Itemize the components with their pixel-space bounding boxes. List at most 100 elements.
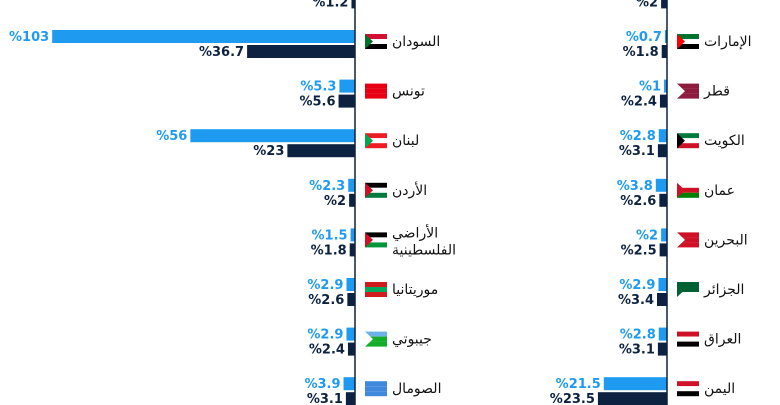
value-label: %2.9 [307, 328, 343, 343]
flag-hoist [365, 133, 373, 149]
value-label: %36.7 [199, 45, 244, 60]
flag-stripe [365, 242, 387, 248]
value-label: %2.3 [309, 179, 345, 194]
value-label: %3.9 [304, 377, 340, 392]
flag [365, 34, 387, 49]
flag [365, 133, 387, 149]
bar [349, 193, 355, 207]
flag-stripe [677, 336, 699, 342]
flag [677, 133, 699, 149]
value-label: %3.1 [619, 343, 655, 358]
flag-hoist [677, 133, 685, 149]
value-label: %23.5 [550, 392, 595, 405]
value-label: %103 [9, 30, 49, 45]
category-label: جيبوتي [392, 332, 432, 348]
bar [348, 178, 355, 192]
value-label: %2.6 [620, 194, 656, 209]
bar [657, 144, 667, 158]
value-label: %21.5 [556, 377, 601, 392]
bar [350, 228, 355, 242]
flag-stripe [365, 391, 387, 397]
bar [343, 377, 355, 391]
flag-stripe [365, 282, 387, 287]
flag-stripe [677, 44, 699, 49]
flag-stripe [677, 381, 699, 387]
bar [658, 129, 667, 143]
flag-hoist [677, 34, 685, 49]
bar [347, 342, 355, 356]
category-label: عمان [704, 183, 735, 199]
value-label: %2.8 [620, 129, 656, 144]
flag-stripe [677, 182, 699, 188]
flag-stripe [365, 232, 387, 238]
bar [658, 327, 667, 341]
bar [338, 94, 355, 108]
flag [365, 83, 387, 99]
category-label: قطر [703, 84, 730, 100]
bar [349, 243, 355, 257]
flag [677, 331, 699, 347]
flag-stripe [677, 34, 699, 39]
flag-stripe [365, 386, 387, 392]
bar [661, 0, 667, 9]
flag-stripe [677, 192, 699, 198]
flag-hoist [365, 331, 373, 347]
flag-stripe [677, 138, 699, 144]
flag-stripe [365, 133, 387, 139]
value-label: %2.6 [308, 293, 344, 308]
flag-stripe [677, 391, 699, 397]
flag-hoist [677, 232, 685, 248]
flag-stripe [677, 331, 699, 337]
flag-stripe [677, 341, 699, 347]
flag-stripe [677, 386, 699, 392]
flag-hoist [677, 182, 685, 198]
bar [664, 79, 667, 93]
value-label: %56 [156, 129, 187, 144]
flag-stripe [677, 282, 699, 287]
category-label: اليمن [704, 381, 735, 397]
bar [664, 30, 667, 43]
value-label: %5.6 [299, 95, 335, 110]
bar [351, 0, 355, 9]
value-label: %2.9 [619, 278, 655, 293]
flag-stripe [677, 88, 699, 94]
bar [603, 377, 667, 391]
bar [659, 243, 667, 257]
flag-stripe [677, 133, 699, 139]
bar [661, 228, 667, 242]
value-label: %2 [636, 228, 658, 243]
category-label: الصومال [392, 381, 441, 397]
value-label: %2.4 [621, 95, 657, 110]
flag-stripe [365, 83, 387, 89]
flag-stripe [365, 292, 387, 297]
flag [677, 182, 699, 198]
flag [365, 331, 387, 347]
flag [365, 381, 387, 397]
value-label: %3.1 [619, 144, 655, 159]
category-label: تونس [392, 84, 425, 100]
flag-stripe [365, 237, 387, 243]
flag [365, 232, 387, 248]
bar [658, 278, 667, 291]
bar [346, 278, 355, 291]
value-label: %2 [636, 0, 658, 10]
bar [597, 392, 667, 405]
flag-stripe [677, 292, 699, 297]
category-label: السودان [392, 34, 440, 50]
value-label: %0.7 [626, 30, 662, 45]
category-label: الإمارات [704, 34, 751, 50]
value-label: %1.8 [311, 243, 347, 258]
flag-stripe [677, 287, 699, 292]
flag-stripe [365, 138, 387, 144]
flag-stripe [677, 39, 699, 44]
flag-stripe [365, 143, 387, 149]
flag [677, 381, 699, 397]
flag [677, 282, 699, 297]
flag-stripe [365, 341, 387, 347]
flag-stripe [365, 287, 387, 292]
bar [247, 45, 355, 58]
value-label: %1 [639, 80, 661, 95]
bar [346, 327, 355, 341]
flag-stripe [365, 44, 387, 49]
